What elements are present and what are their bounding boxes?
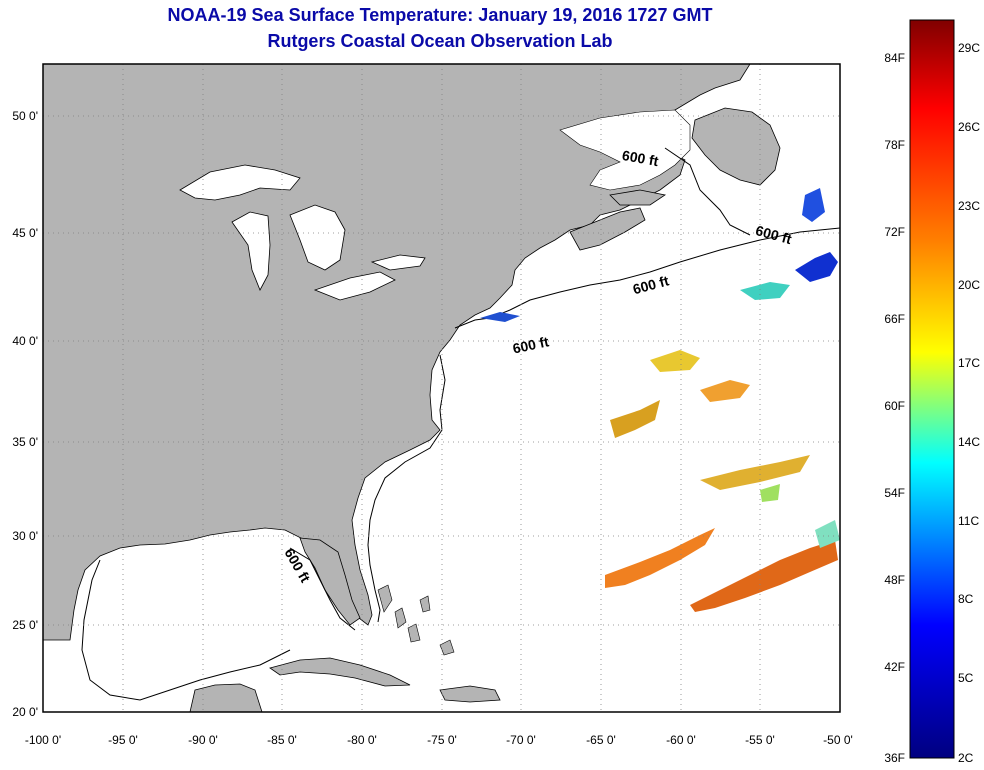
lon-label: -95 0' xyxy=(108,733,138,747)
lat-label: 25 0' xyxy=(12,618,38,632)
great-lakes xyxy=(179,164,426,301)
cb-c-label: 17C xyxy=(958,356,980,370)
gulf-st-lawrence xyxy=(559,109,691,191)
hispaniola-land xyxy=(439,685,501,703)
cb-c-label: 11C xyxy=(958,514,979,528)
cb-f-label: 60F xyxy=(884,399,905,413)
graticule xyxy=(43,64,840,712)
sst-patch-gs-1 xyxy=(740,282,790,300)
lon-label: -55 0' xyxy=(745,733,775,747)
lon-label: -65 0' xyxy=(586,733,616,747)
colorbar-fahrenheit-labels: 84F 78F 72F 66F 60F 54F 48F 42F 36F xyxy=(884,51,905,765)
newfoundland-land xyxy=(691,107,781,186)
sst-patch-cool-1 xyxy=(815,520,840,548)
sst-patch-cold-1 xyxy=(795,252,838,282)
lat-label: 35 0' xyxy=(12,435,38,449)
lat-label: 40 0' xyxy=(12,334,38,348)
bahamas-land xyxy=(377,584,455,656)
cb-f-label: 84F xyxy=(884,51,905,65)
isobath-label: 600 ft xyxy=(621,147,660,169)
lat-label: 45 0' xyxy=(12,226,38,240)
cb-c-label: 8C xyxy=(958,592,974,606)
cb-c-label: 2C xyxy=(958,751,974,765)
cuba-land xyxy=(269,657,411,687)
lon-label: -85 0' xyxy=(267,733,297,747)
lon-label: -75 0' xyxy=(427,733,457,747)
north-america-land xyxy=(43,64,751,641)
lon-label: -90 0' xyxy=(188,733,218,747)
cb-c-label: 14C xyxy=(958,435,980,449)
sst-patch-cold-2 xyxy=(802,188,825,222)
sst-patch-orange-1 xyxy=(700,380,750,402)
cb-f-label: 54F xyxy=(884,486,905,500)
cb-f-label: 36F xyxy=(884,751,905,765)
cb-f-label: 48F xyxy=(884,573,905,587)
sst-patch-cold-3 xyxy=(480,312,520,322)
cb-f-label: 72F xyxy=(884,225,905,239)
pei-land xyxy=(609,189,667,206)
sst-patch-mixed-2 xyxy=(700,455,810,490)
latitude-labels: 50 0' 45 0' 40 0' 35 0' 30 0' 25 0' 20 0… xyxy=(12,109,38,719)
lat-label: 30 0' xyxy=(12,529,38,543)
sst-patch-yellow-1 xyxy=(650,350,700,372)
yucatan-land xyxy=(189,683,263,712)
color-scale-bar xyxy=(909,19,955,759)
sst-patch-green-1 xyxy=(760,484,780,502)
cb-c-label: 20C xyxy=(958,278,980,292)
map-title: NOAA-19 Sea Surface Temperature: January… xyxy=(167,5,713,25)
cb-c-label: 23C xyxy=(958,199,980,213)
cb-f-label: 42F xyxy=(884,660,905,674)
sst-patch-mixed-1 xyxy=(610,400,660,438)
nova-scotia-land xyxy=(569,207,646,251)
lat-label: 50 0' xyxy=(12,109,38,123)
sst-observations xyxy=(480,188,840,612)
colorbar-celsius-labels: 29C 26C 23C 20C 17C 14C 11C 8C 5C 2C xyxy=(958,41,980,765)
longitude-labels: -100 0' -95 0' -90 0' -85 0' -80 0' -75 … xyxy=(25,733,853,747)
map-subtitle: Rutgers Coastal Ocean Observation Lab xyxy=(267,31,613,51)
cb-c-label: 26C xyxy=(958,120,980,134)
cb-f-label: 78F xyxy=(884,138,905,152)
lon-label: -50 0' xyxy=(823,733,853,747)
sst-patch-warm-2 xyxy=(690,540,838,612)
cb-c-label: 29C xyxy=(958,41,980,55)
map-border xyxy=(42,63,841,713)
lon-label: -60 0' xyxy=(666,733,696,747)
cb-f-label: 66F xyxy=(884,312,905,326)
lon-label: -100 0' xyxy=(25,733,61,747)
cb-c-label: 5C xyxy=(958,671,974,685)
lon-label: -70 0' xyxy=(506,733,536,747)
florida-land xyxy=(299,537,361,626)
lat-label: 20 0' xyxy=(12,705,38,719)
lon-label: -80 0' xyxy=(347,733,377,747)
sst-patch-warm-1 xyxy=(605,528,715,588)
